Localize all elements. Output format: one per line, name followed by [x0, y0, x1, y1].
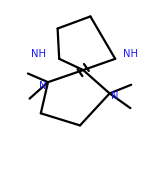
- Text: N: N: [112, 91, 119, 101]
- Text: N: N: [39, 81, 46, 91]
- Text: NH: NH: [31, 49, 46, 59]
- Text: NH: NH: [123, 49, 138, 59]
